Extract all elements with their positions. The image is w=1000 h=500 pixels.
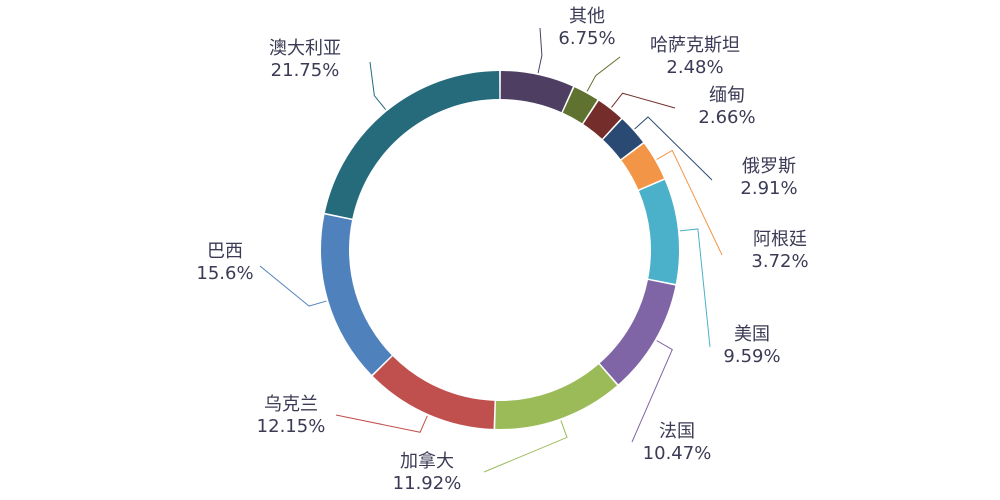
slice-category-label: 阿根廷 <box>753 229 807 250</box>
slice-category-label: 澳大利亚 <box>269 38 341 59</box>
slice-value-label: 15.6% <box>196 263 253 284</box>
slice-category-label: 美国 <box>734 324 770 345</box>
slice-category-label: 其他 <box>569 6 605 27</box>
leader-line-4 <box>656 149 723 256</box>
donut-slice-9 <box>321 214 392 375</box>
leader-lines <box>259 27 723 473</box>
donut-slices <box>321 71 679 429</box>
leader-line-5 <box>679 228 711 348</box>
leader-line-10 <box>369 61 387 110</box>
leader-line-1 <box>586 56 621 92</box>
leader-line-0 <box>537 27 543 74</box>
leader-line-7 <box>483 420 568 473</box>
leader-line-3 <box>634 116 713 181</box>
slice-category-label: 法国 <box>659 421 695 442</box>
donut-slice-6 <box>599 280 676 385</box>
donut-slice-0 <box>500 71 573 113</box>
donut-slice-2 <box>583 100 621 139</box>
slice-value-label: 21.75% <box>271 60 340 81</box>
leader-line-6 <box>631 340 673 443</box>
slice-value-label: 10.47% <box>643 443 712 464</box>
slice-category-label: 哈萨克斯坦 <box>650 35 740 56</box>
donut-slice-1 <box>562 87 598 124</box>
slice-value-label: 2.66% <box>698 107 755 128</box>
slice-value-label: 2.48% <box>666 57 723 78</box>
slice-category-label: 乌克兰 <box>264 394 318 415</box>
donut-slice-3 <box>603 119 643 160</box>
donut-slice-4 <box>621 143 665 190</box>
slice-category-label: 俄罗斯 <box>742 156 796 177</box>
leader-line-8 <box>335 414 428 433</box>
slice-value-label: 9.59% <box>723 346 780 367</box>
slice-category-label: 巴西 <box>207 241 243 262</box>
donut-slice-8 <box>372 356 495 429</box>
slice-value-label: 12.15% <box>257 416 326 437</box>
leader-line-2 <box>611 92 676 109</box>
slice-value-label: 3.72% <box>751 251 808 272</box>
donut-slice-10 <box>324 71 500 219</box>
donut-slice-7 <box>495 364 618 429</box>
donut-slice-5 <box>638 179 679 284</box>
slice-value-label: 11.92% <box>393 473 462 494</box>
slice-value-label: 6.75% <box>558 28 615 49</box>
leader-line-9 <box>259 265 327 307</box>
slice-value-label: 2.91% <box>740 178 797 199</box>
slice-category-label: 加拿大 <box>400 450 454 472</box>
slice-category-label: 缅甸 <box>709 85 745 106</box>
